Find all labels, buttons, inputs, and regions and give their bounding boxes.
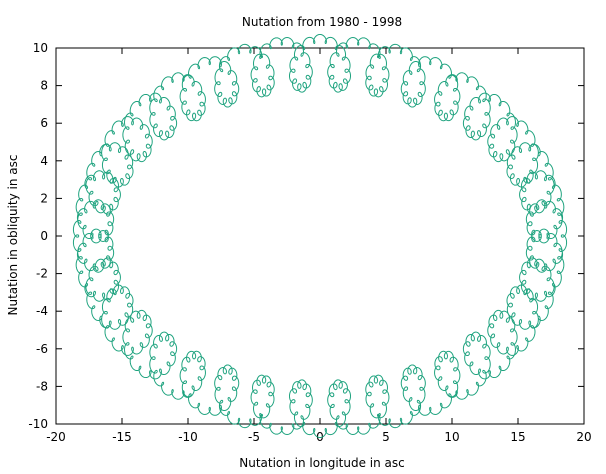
y-tick-label: 0	[40, 229, 48, 243]
y-tick-label: -2	[36, 267, 48, 281]
plot-border	[55, 47, 585, 425]
x-tick-label: 10	[444, 430, 459, 444]
y-tick-label: -6	[36, 342, 48, 356]
y-tick-label: 4	[40, 154, 48, 168]
y-tick-label: 6	[40, 116, 48, 130]
y-tick-label: -10	[28, 417, 48, 431]
x-tick-label: -5	[248, 430, 260, 444]
y-tick-label: -8	[36, 379, 48, 393]
chart-title: Nutation from 1980 - 1998	[242, 15, 402, 29]
y-axis-label: Nutation in obliquity in asc	[6, 155, 20, 316]
x-tick-label: 15	[510, 430, 525, 444]
y-tick-label: 8	[40, 79, 48, 93]
x-axis-label: Nutation in longitude in asc	[239, 456, 405, 470]
x-tick-label: -20	[46, 430, 66, 444]
x-tick-label: 0	[316, 430, 324, 444]
x-tick-label: 5	[382, 430, 390, 444]
y-tick-label: 2	[40, 191, 48, 205]
series-line	[72, 33, 568, 439]
x-tick-label: -10	[178, 430, 198, 444]
plot-frame	[55, 47, 585, 425]
y-tick-label: -4	[36, 304, 48, 318]
x-tick-label: 20	[576, 430, 591, 444]
y-tick-label: 10	[33, 41, 48, 55]
series-layer	[72, 33, 568, 439]
x-tick-label: -15	[112, 430, 132, 444]
